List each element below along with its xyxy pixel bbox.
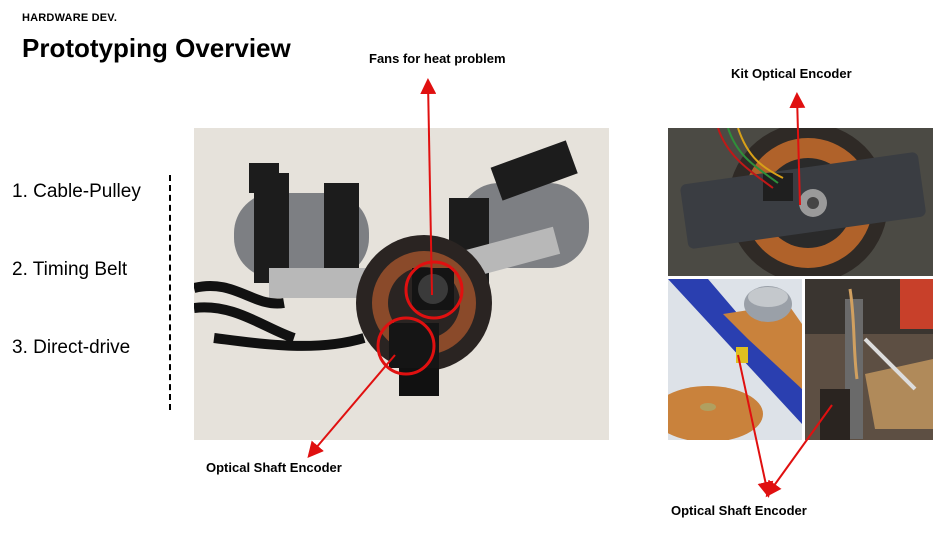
callout-fans: Fans for heat problem [369, 51, 506, 66]
list-item-cable-pulley: 1. Cable-Pulley [12, 181, 141, 202]
section-label: HARDWARE DEV. [22, 12, 118, 24]
page-title: Prototyping Overview [22, 33, 291, 63]
photo-exoskeleton-prototype [194, 128, 609, 440]
photo-encoder-mounted [805, 279, 933, 440]
callout-optical-shaft-encoder-left: Optical Shaft Encoder [206, 460, 342, 475]
callout-optical-shaft-encoder-right: Optical Shaft Encoder [671, 503, 807, 518]
list-item-direct-drive: 3. Direct-drive [12, 337, 131, 358]
photo-encoder-cad-model [668, 279, 802, 440]
photo-kit-optical-encoder [668, 128, 933, 276]
list-item-timing-belt: 2. Timing Belt [12, 259, 128, 280]
callout-kit-optical-encoder: Kit Optical Encoder [731, 66, 852, 81]
dashed-divider [169, 175, 171, 410]
